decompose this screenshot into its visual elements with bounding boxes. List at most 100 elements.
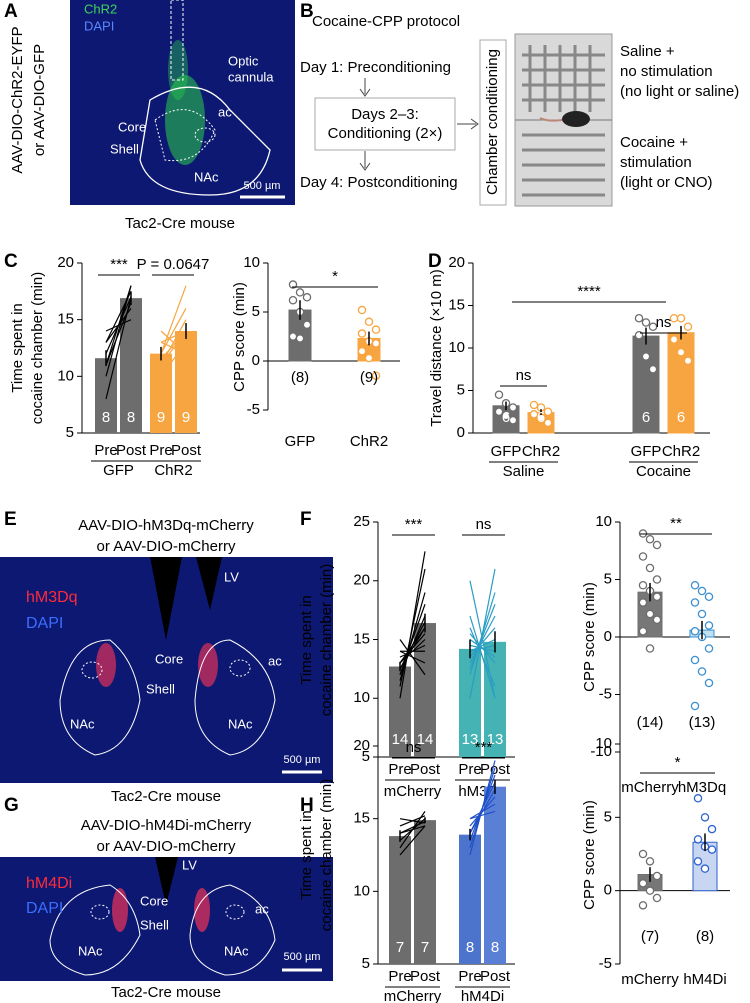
data-point: [371, 325, 381, 334]
data-point: [634, 313, 644, 323]
y-tick-label: -5: [599, 955, 612, 972]
y-tick-label: 5: [362, 748, 370, 765]
bar-floor: [522, 133, 605, 197]
subject-line: [160, 330, 187, 343]
y-tick-label: 5: [604, 808, 612, 825]
data-point: [302, 293, 312, 302]
data-point: [364, 317, 374, 327]
x-tick-label: mCherry: [621, 779, 679, 796]
data-point: [641, 352, 651, 361]
x-tick-label: Pre: [458, 761, 481, 778]
y-tick-label: 10: [353, 882, 370, 899]
bar: [459, 648, 481, 757]
subject-line: [469, 580, 496, 699]
data-point: [295, 288, 305, 297]
y-tick-label: 0: [604, 628, 612, 645]
region-label: Shell: [146, 681, 175, 696]
data-point: [645, 886, 655, 895]
data-point: [638, 552, 648, 561]
condition: (no light or saline): [620, 83, 739, 100]
subject-line: [160, 341, 187, 355]
subject-line: [469, 803, 496, 820]
data-point: [371, 371, 381, 380]
subject-line: [399, 825, 426, 856]
stain-label: DAPI: [84, 18, 114, 33]
y-tick-label: 0: [604, 882, 612, 899]
n-label: (8): [696, 928, 714, 945]
data-point: [638, 598, 648, 607]
vector-label: or AAV-DIO-GFP: [31, 44, 48, 156]
data-point: [669, 313, 679, 323]
significance-label: ns: [406, 739, 422, 756]
x-tick-label: Post: [171, 442, 202, 459]
data-point: [700, 864, 710, 873]
region-label: Core: [140, 893, 168, 908]
group-label: Saline: [503, 463, 545, 480]
bar: [389, 836, 411, 964]
data-point: [357, 346, 367, 356]
panel-label: E: [4, 509, 17, 530]
x-tick-label: ChR2: [522, 443, 560, 460]
n-label: 7: [421, 939, 429, 956]
significance-label: ***: [110, 256, 128, 273]
y-tick-label: 5: [457, 381, 465, 398]
x-tick-label: Pre: [388, 968, 411, 985]
caption: Tac2-Cre mouse: [111, 984, 221, 1001]
significance-label: **: [670, 515, 682, 532]
micrograph: hM3Dq DAPI LV Core ac Shell NAc NAc 500 …: [0, 557, 333, 783]
grid-floor: [522, 45, 605, 112]
n-label: 6: [642, 409, 650, 426]
x-tick-label: GFP: [631, 443, 662, 460]
y-tick-label: 20: [448, 254, 465, 271]
n-label: 8: [491, 939, 499, 956]
data-point: [508, 403, 518, 412]
n-label: 14: [417, 731, 434, 748]
cannula: [170, 0, 184, 81]
subject-line: [469, 604, 496, 670]
x-tick-label: Pre: [458, 968, 481, 985]
n-label: 8: [466, 939, 474, 956]
data-point: [707, 845, 717, 854]
outline: [189, 884, 276, 976]
n-label: 6: [537, 409, 545, 426]
outline: [229, 659, 251, 677]
data-point: [638, 627, 648, 636]
y-axis-label: Time spent in: [298, 595, 315, 684]
bar: [484, 786, 506, 964]
x-tick-label: hM3Dq: [678, 779, 726, 796]
step: Conditioning (2×): [328, 125, 443, 142]
y-axis-label: cocaine chamber (min): [318, 564, 335, 717]
y-axis-label: Time spent in: [298, 810, 315, 899]
region-label: ac: [218, 104, 232, 119]
region-label: Shell: [140, 917, 169, 932]
region-label: NAc: [78, 943, 103, 958]
data-point: [638, 901, 648, 910]
y-tick-label: 15: [353, 810, 370, 827]
condition: Saline +: [620, 43, 675, 60]
x-tick-label: mCherry: [621, 971, 679, 988]
y-tick-label: -10: [590, 743, 612, 760]
significance-label: *: [675, 754, 681, 771]
data-point: [690, 581, 700, 590]
significance-label: ****: [577, 283, 601, 300]
stain-label: hM3Dq: [26, 589, 78, 606]
data-point: [645, 563, 655, 573]
n-label: (7): [641, 928, 659, 945]
subject-line: [160, 330, 187, 360]
region-label: Core: [118, 119, 146, 134]
n-label: (13): [689, 714, 716, 731]
step: Day 1: Preconditioning: [300, 59, 451, 76]
bar: [150, 353, 172, 433]
data-point: [288, 280, 298, 289]
arrow: [457, 118, 479, 130]
region-label: Core: [155, 651, 183, 666]
subject-line: [399, 551, 426, 699]
region-label: NAc: [224, 943, 249, 958]
step-box: [314, 97, 456, 151]
y-tick-label: 5: [604, 570, 612, 587]
expression: [194, 888, 210, 932]
expression: [112, 888, 128, 932]
caption: Tac2-Cre mouse: [125, 215, 235, 232]
condition: (light or CNO): [620, 174, 713, 191]
data-point: [645, 857, 655, 866]
